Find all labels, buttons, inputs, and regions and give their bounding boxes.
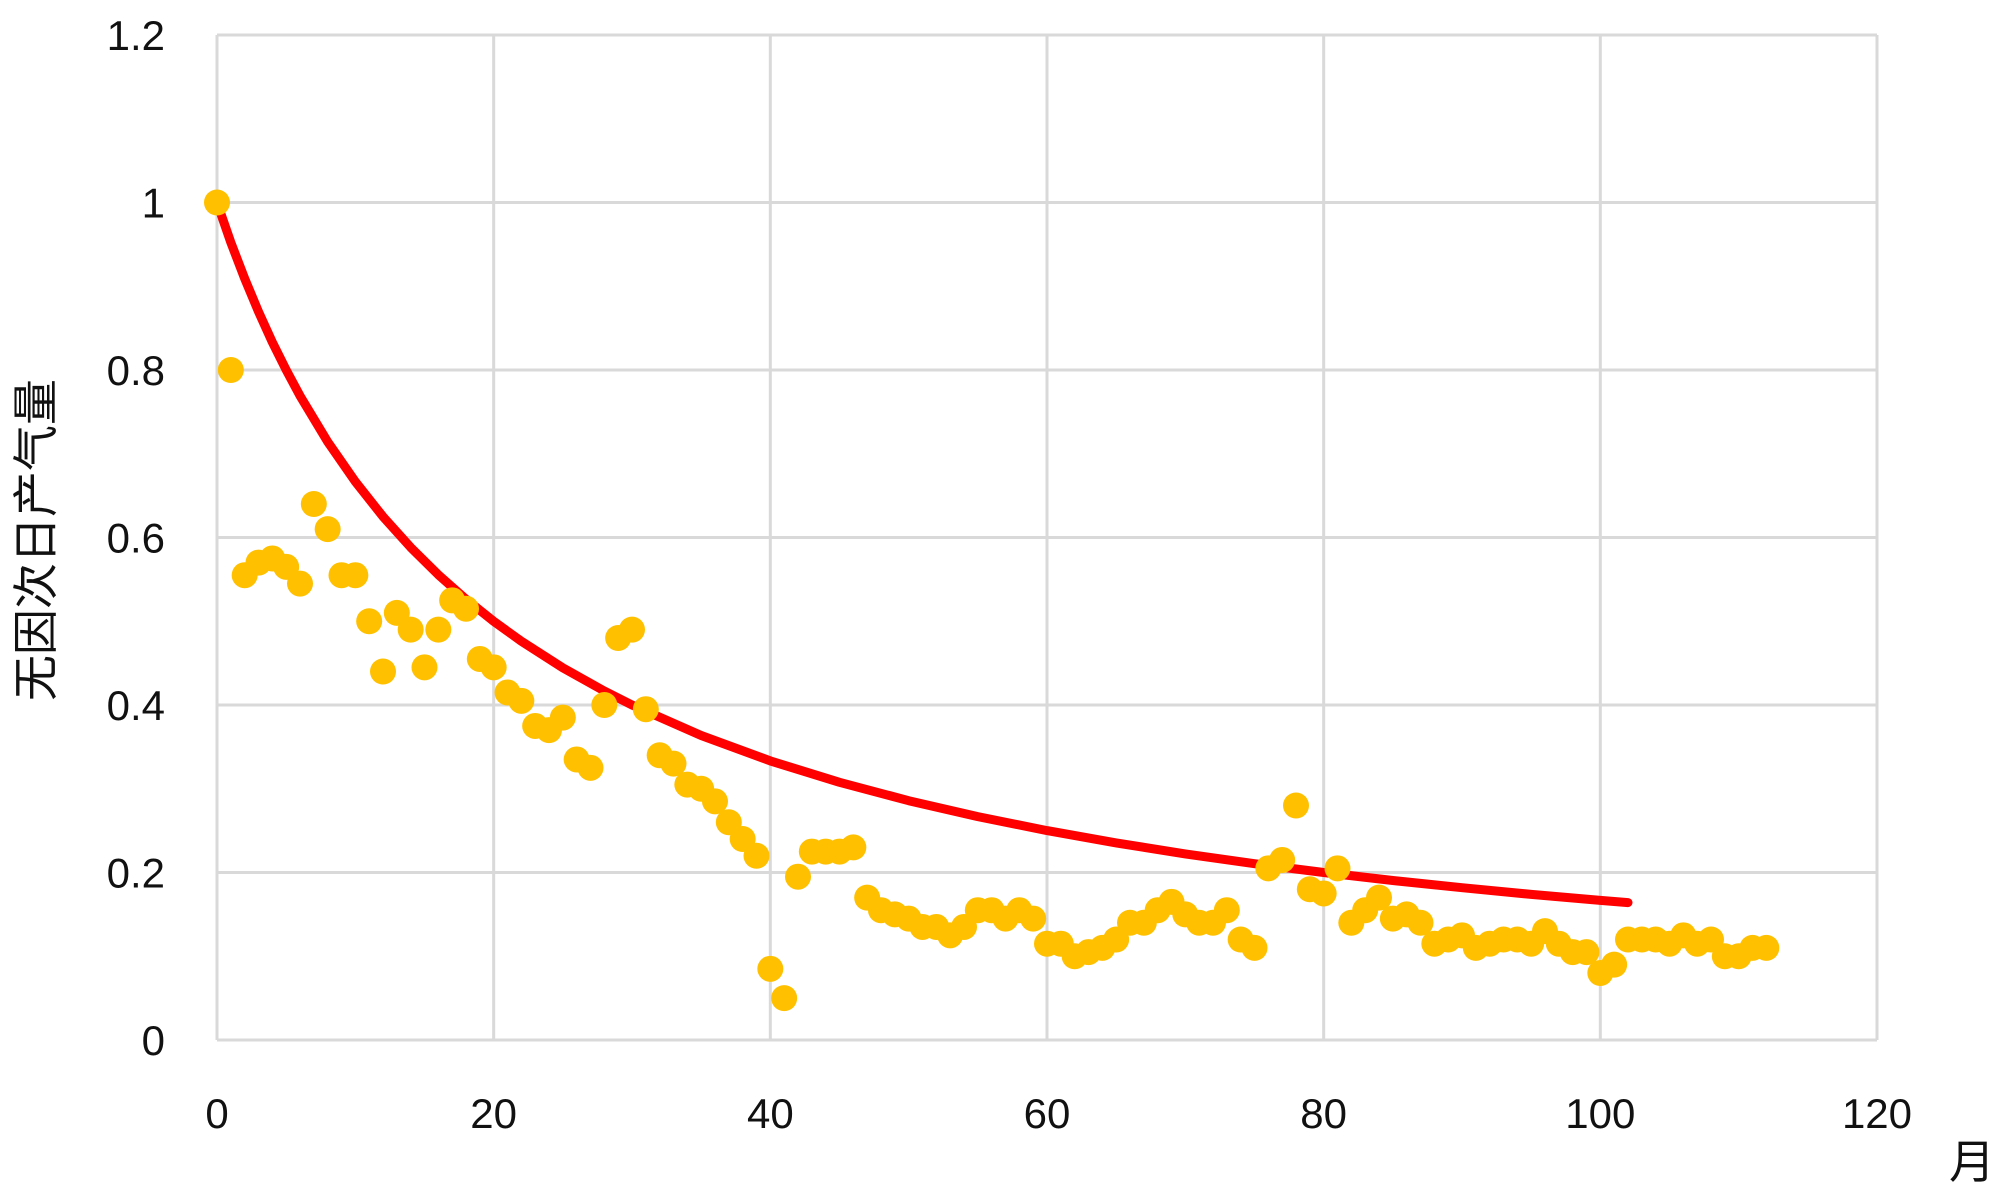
x-tick-label: 100 <box>1565 1090 1635 1137</box>
x-tick-label: 20 <box>470 1090 517 1137</box>
data-point <box>702 788 728 815</box>
data-point <box>1324 855 1351 882</box>
data-point <box>771 985 798 1012</box>
y-tick-label: 0 <box>142 1017 165 1064</box>
data-point <box>1366 884 1392 911</box>
data-point <box>619 616 645 643</box>
trend-line <box>212 198 1633 908</box>
x-tick-labels: 0 20 40 60 80 100 120 <box>205 1090 1912 1137</box>
y-tick-label: 1 <box>142 180 165 227</box>
data-points <box>204 189 1780 1012</box>
y-tick-label: 1.2 <box>107 12 165 59</box>
data-point <box>204 189 230 216</box>
y-tick-labels: 0 0.2 0.4 0.6 0.8 1 1.2 <box>107 12 165 1064</box>
data-point <box>1213 897 1240 924</box>
data-point <box>314 516 341 543</box>
data-point <box>356 608 383 635</box>
y-tick-label: 0.2 <box>107 850 165 897</box>
x-tick-label: 60 <box>1024 1090 1071 1137</box>
data-point <box>743 842 770 869</box>
x-tick-label: 40 <box>747 1090 794 1137</box>
data-point <box>1407 909 1434 936</box>
data-point <box>217 357 244 383</box>
data-point <box>591 692 618 718</box>
data-point <box>1573 939 1600 966</box>
x-tick-label: 0 <box>205 1090 228 1137</box>
data-point <box>480 654 507 681</box>
data-point <box>549 704 576 731</box>
data-point <box>342 562 369 589</box>
data-point <box>425 616 452 643</box>
data-point <box>632 696 659 723</box>
data-point <box>453 595 479 622</box>
data-point <box>757 955 784 982</box>
data-point <box>411 654 438 681</box>
data-point <box>370 658 396 685</box>
x-tick-label: 80 <box>1300 1090 1347 1137</box>
data-point <box>840 834 867 861</box>
data-point <box>1283 792 1309 819</box>
data-point <box>1241 934 1268 961</box>
data-point <box>1310 880 1337 907</box>
data-point <box>1269 846 1296 873</box>
data-point <box>508 687 535 714</box>
data-point <box>660 750 687 777</box>
y-tick-label: 0.6 <box>107 515 165 562</box>
x-axis-title: 月 <box>1949 1135 1995 1189</box>
data-point <box>1601 951 1628 978</box>
data-point <box>287 570 313 597</box>
y-tick-label: 0.8 <box>107 347 165 394</box>
data-point <box>397 616 424 643</box>
y-tick-label: 0.4 <box>107 682 165 729</box>
gridlines <box>217 33 1879 1040</box>
data-point <box>577 754 604 781</box>
data-point <box>1753 934 1780 961</box>
trend-curve <box>212 198 1633 908</box>
y-axis-title: 无因次日产气量 <box>9 379 63 701</box>
data-point <box>300 491 327 517</box>
data-point <box>785 863 811 890</box>
data-point <box>1020 905 1047 932</box>
x-tick-label: 120 <box>1842 1090 1912 1137</box>
